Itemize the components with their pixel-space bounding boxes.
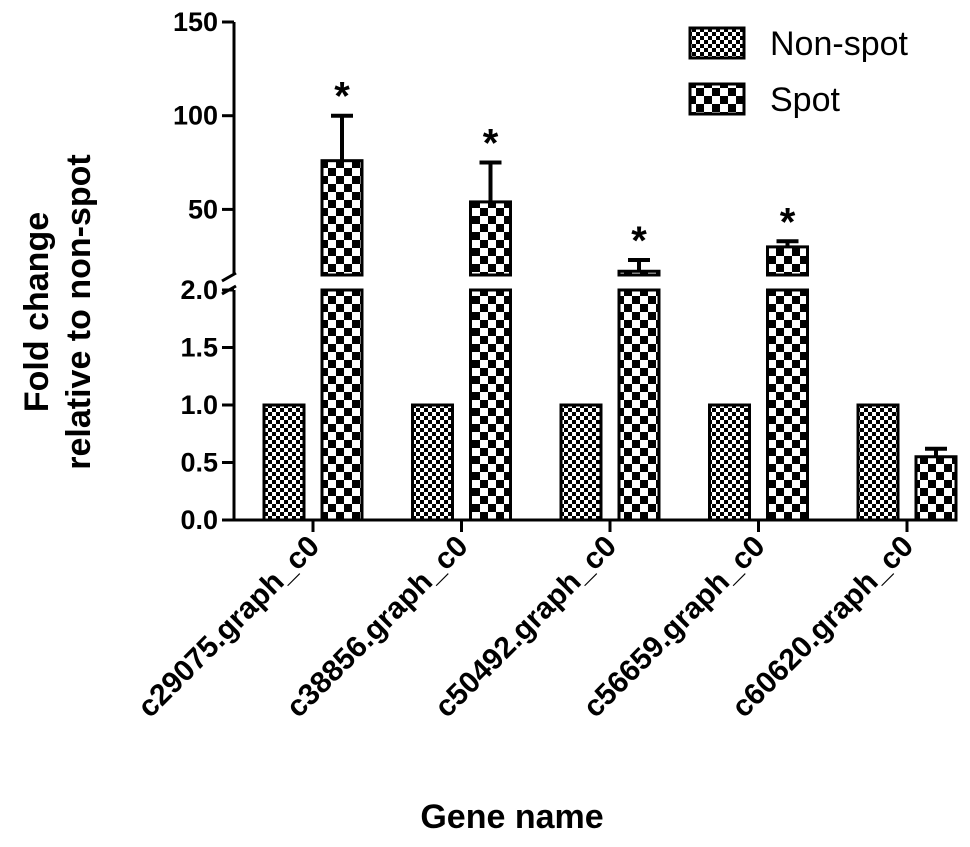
- y-tick-label: 100: [173, 101, 218, 131]
- legend-swatch-non-spot: [688, 26, 746, 60]
- bar-non-spot: [708, 403, 751, 522]
- y-tick-label: 0.5: [180, 448, 218, 478]
- bar-spot-lower: [617, 288, 661, 522]
- legend-label-spot: Spot: [770, 81, 840, 119]
- y-tick-label: 50: [188, 194, 218, 224]
- bar-non-spot: [856, 403, 900, 522]
- y-tick-label: 150: [173, 7, 218, 37]
- bar-non-spot: [411, 403, 454, 522]
- bar-spot: [617, 269, 661, 277]
- bar-spot-lower: [766, 288, 809, 522]
- bar-spot-lower: [469, 288, 512, 522]
- bar-spot: [320, 159, 364, 277]
- y-tick-label: 0.0: [180, 505, 218, 535]
- axis-break-mark: [221, 271, 237, 283]
- y-tick-label: 1.5: [180, 333, 218, 363]
- significance-marker: *: [483, 122, 499, 166]
- y-axis-title-line: Fold change: [18, 212, 56, 412]
- bar-spot: [469, 200, 512, 277]
- x-axis-title: Gene name: [420, 798, 603, 836]
- legend-label-non-spot: Non-spot: [770, 25, 909, 63]
- y-axis-title-line: relative to non-spot: [60, 154, 98, 469]
- bar-spot: [766, 245, 809, 277]
- legend-swatch-spot: [688, 82, 746, 116]
- y-axis-title: Fold change relative to non-spot: [18, 154, 98, 469]
- y-tick-label: 2.0: [180, 275, 218, 305]
- y-tick-label: 1.0: [180, 390, 218, 420]
- significance-marker: *: [780, 200, 796, 244]
- bar-non-spot: [262, 403, 306, 522]
- bar-non-spot: [559, 403, 603, 522]
- bar-spot-lower: [320, 288, 364, 522]
- axis-break-gap: [236, 277, 936, 288]
- bar-spot: [914, 455, 958, 522]
- significance-marker: *: [631, 219, 647, 263]
- significance-marker: *: [334, 75, 350, 119]
